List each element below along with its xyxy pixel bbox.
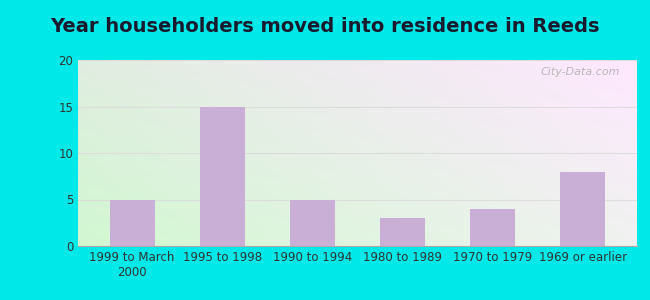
Bar [110, 200, 155, 246]
Text: Year householders moved into residence in Reeds: Year householders moved into residence i… [50, 17, 600, 37]
Bar [290, 200, 335, 246]
Bar [560, 172, 605, 246]
Text: City-Data.com: City-Data.com [541, 68, 620, 77]
Bar [200, 106, 245, 246]
Bar [380, 218, 425, 246]
Bar [470, 209, 515, 246]
